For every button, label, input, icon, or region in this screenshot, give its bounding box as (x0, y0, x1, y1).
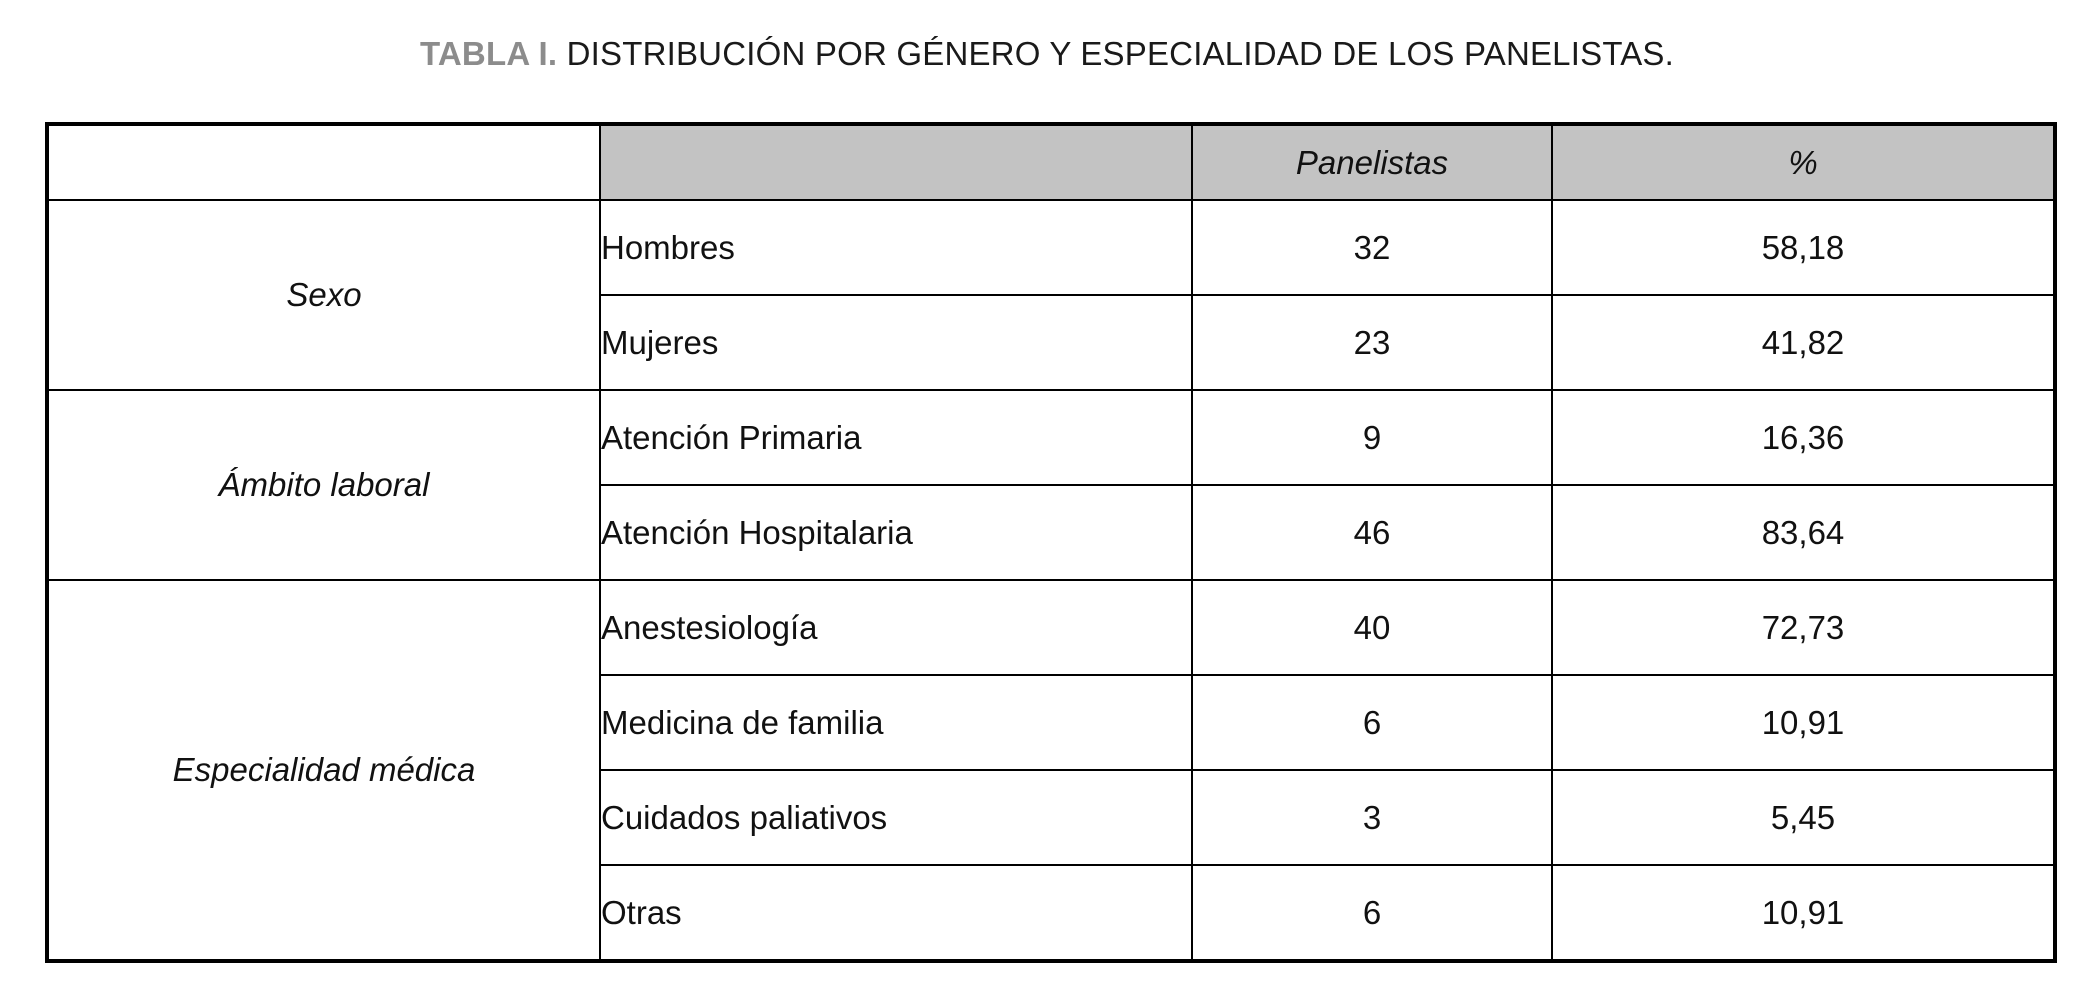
table-row: Cuidados paliativos 3 5,45 (47, 769, 2056, 866)
row-label: Atención Primaria (599, 389, 1193, 486)
table-caption: TABLA I. DISTRIBUCIÓN POR GÉNERO Y ESPEC… (0, 34, 2094, 74)
row-count: 46 (1191, 484, 1553, 581)
row-label: Otras (599, 864, 1193, 962)
row-label: Hombres (599, 199, 1193, 296)
table-number-label: TABLA I. (419, 35, 558, 72)
group-label-especialidad-medica: Especialidad médica (46, 579, 601, 962)
row-percent: 41,82 (1551, 294, 2056, 391)
table-row: Sexo Hombres 32 58,18 (46, 199, 2056, 391)
row-count: 9 (1191, 389, 1553, 486)
row-label: Medicina de familia (599, 674, 1193, 771)
table-row: Atención Hospitalaria 46 83,64 (47, 484, 2056, 581)
header-group-empty (46, 123, 601, 201)
row-percent: 83,64 (1551, 484, 2056, 581)
row-count: 40 (1191, 579, 1553, 676)
row-label: Cuidados paliativos (599, 769, 1193, 866)
row-count: 6 (1191, 864, 1553, 962)
group-label-sexo: Sexo (46, 199, 601, 391)
row-count: 32 (1191, 199, 1553, 296)
row-percent: 58,18 (1551, 199, 2056, 296)
row-count: 23 (1191, 294, 1553, 391)
table-row: Medicina de familia 6 10,91 (47, 674, 2056, 771)
row-count: 6 (1191, 674, 1553, 771)
table-row: Ámbito laboral Atención Primaria 9 16,36 (46, 389, 2056, 581)
group-label-ambito-laboral: Ámbito laboral (46, 389, 601, 581)
row-label: Mujeres (599, 294, 1193, 391)
panelists-table-container: Panelistas % Sexo Hombres 32 58,18 Mujer… (45, 122, 2057, 963)
row-label: Atención Hospitalaria (599, 484, 1193, 581)
row-percent: 16,36 (1551, 389, 2056, 486)
table-header-row: Panelistas % (46, 123, 2056, 201)
row-percent: 5,45 (1551, 769, 2056, 866)
row-count: 3 (1191, 769, 1553, 866)
row-label: Anestesiología (599, 579, 1193, 676)
header-label-empty (599, 123, 1193, 201)
table-row: Especialidad médica Anestesiología 40 72… (46, 579, 2056, 962)
row-percent: 72,73 (1551, 579, 2056, 676)
panelists-table: Panelistas % Sexo Hombres 32 58,18 Mujer… (45, 122, 2057, 963)
row-percent: 10,91 (1551, 864, 2056, 962)
table-row: Mujeres 23 41,82 (47, 294, 2056, 391)
table-caption-text: DISTRIBUCIÓN POR GÉNERO Y ESPECIALIDAD D… (557, 35, 1675, 72)
header-percent: % (1551, 123, 2056, 201)
header-panelistas: Panelistas (1191, 123, 1553, 201)
table-row: Otras 6 10,91 (47, 864, 2056, 962)
row-percent: 10,91 (1551, 674, 2056, 771)
